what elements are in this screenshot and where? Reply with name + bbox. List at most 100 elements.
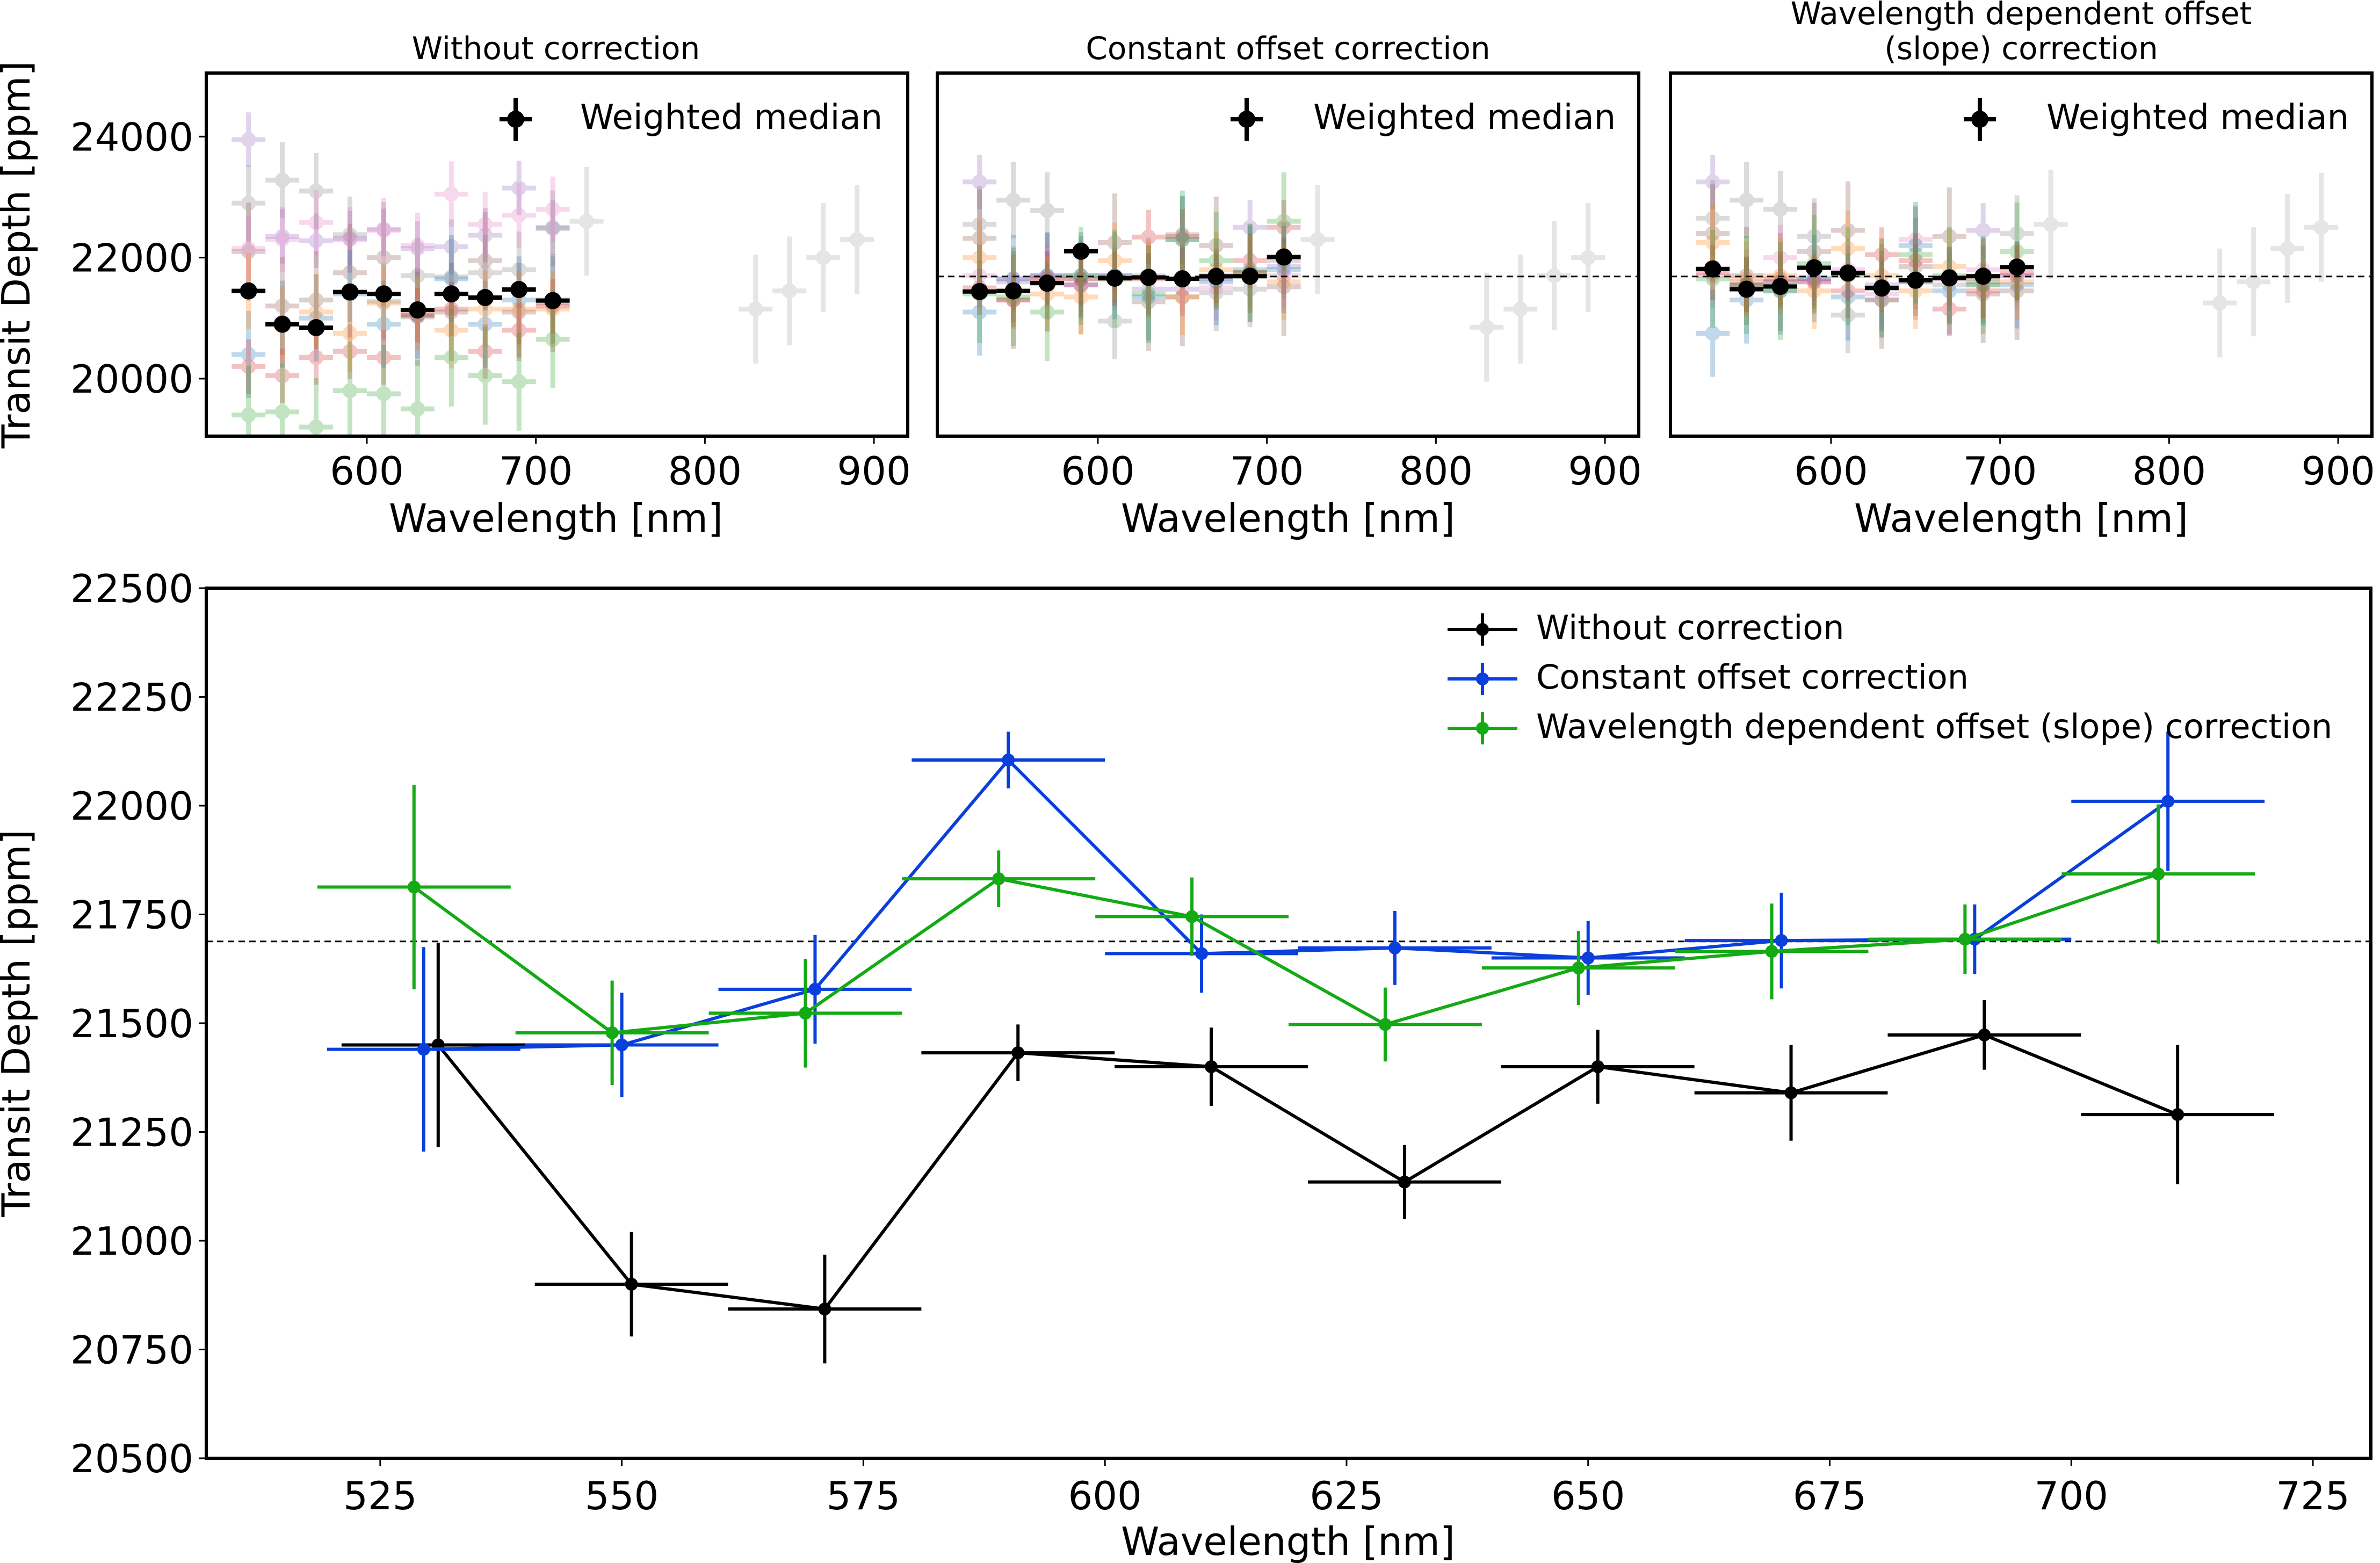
data-point	[1773, 201, 1788, 217]
individual-measurement	[2203, 248, 2237, 358]
series-wavelength-dependent-offset-slope-correction	[317, 785, 2255, 1086]
weighted-median-point	[366, 285, 401, 303]
weighted-median-point	[963, 283, 997, 300]
data-point	[409, 301, 426, 319]
individual-measurement	[366, 344, 401, 436]
individual-measurement	[1064, 258, 1098, 335]
panel-without-correction: Without correction 600 700 800 900 20000 2200…	[0, 30, 911, 541]
data-point-with-error	[718, 935, 912, 1044]
data-point	[1581, 951, 1595, 965]
x-tick-label: 900	[1568, 448, 1641, 494]
individual-measurement	[468, 324, 502, 379]
individual-measurement	[1064, 257, 1098, 313]
x-tick-label: 725	[2276, 1473, 2349, 1518]
individual-measurement	[1831, 277, 1865, 353]
data-point-with-error	[1868, 904, 2062, 974]
data-point	[478, 368, 493, 383]
individual-measurement	[1131, 209, 1166, 265]
data-point	[1107, 235, 1123, 250]
individual-measurement	[1831, 181, 1865, 280]
data-point	[1908, 231, 1923, 247]
data-point-with-error	[515, 980, 709, 1086]
data-point-with-error	[1481, 931, 1675, 1005]
weighted-median-point	[265, 315, 300, 333]
data-point	[972, 216, 987, 232]
data-point	[1005, 192, 1021, 208]
y-tick-label: 20750	[70, 1328, 193, 1373]
data-point	[1310, 231, 1326, 247]
data-point	[1976, 222, 1991, 238]
data-point	[808, 982, 822, 996]
legend-dot	[1238, 111, 1255, 128]
individual-measurement	[265, 363, 300, 436]
individual-measurement	[2000, 242, 2034, 340]
x-tick-label: 600	[1794, 448, 1868, 494]
data-point-with-error	[1289, 987, 1482, 1062]
weighted-median-point	[1165, 270, 1199, 288]
legend-label: Weighted median	[1313, 98, 1616, 138]
individual-measurement	[232, 339, 266, 394]
data-point	[1942, 229, 1957, 244]
x-axis-label: Wavelength [nm]	[1121, 496, 1455, 541]
x-tick-label: 900	[2301, 448, 2375, 494]
panel-title: Constant offset correction	[1086, 30, 1490, 67]
weighted-median-point	[1233, 267, 1267, 285]
data-point	[444, 186, 459, 202]
individual-measurement	[1199, 255, 1233, 331]
x-axis-label: Wavelength [nm]	[1121, 1519, 1455, 1563]
weighted-median-point	[1730, 280, 1764, 298]
data-point	[1572, 961, 1585, 975]
data-point	[1175, 289, 1190, 305]
weighted-median-point	[1966, 267, 2000, 285]
individual-measurement	[333, 196, 367, 273]
individual-measurement	[1233, 200, 1267, 255]
individual-measurement	[1932, 247, 1966, 335]
individual-measurement	[2270, 194, 2305, 303]
data-point	[1073, 271, 1089, 287]
data-point	[1175, 231, 1190, 247]
data-point	[1185, 910, 1199, 923]
individual-measurement	[434, 292, 468, 368]
data-point	[2009, 283, 2025, 299]
data-point	[1209, 238, 1224, 254]
data-point	[274, 172, 290, 188]
data-point	[1005, 271, 1021, 287]
data-point	[1004, 282, 1022, 300]
x-tick-label: 800	[1399, 448, 1473, 494]
weighted-median-point	[1267, 248, 1301, 266]
data-point	[1513, 301, 1528, 317]
individual-measurement	[1165, 209, 1199, 264]
data-point	[308, 183, 324, 199]
data-point	[1141, 289, 1156, 305]
data-point-with-error	[1501, 1030, 1695, 1104]
x-tick-label: 600	[1068, 1473, 1141, 1518]
weighted-median-point	[1064, 242, 1098, 260]
data-point	[510, 281, 528, 299]
individual-measurement	[502, 303, 536, 358]
data-point	[342, 383, 358, 399]
individual-measurement	[232, 366, 266, 436]
individual-measurement	[502, 263, 536, 361]
x-tick-label: 525	[343, 1473, 417, 1518]
data-point	[544, 292, 562, 309]
data-point	[1039, 202, 1055, 218]
x-tick-label: 700	[1230, 448, 1304, 494]
data-point-with-error	[1115, 1027, 1308, 1106]
data-point	[2246, 274, 2261, 290]
data-point	[1175, 229, 1190, 244]
data-point	[849, 231, 865, 247]
x-tick-label: 650	[1551, 1473, 1625, 1518]
x-tick-label: 550	[585, 1473, 659, 1518]
data-point	[478, 316, 493, 332]
individual-measurement	[1267, 200, 1301, 255]
axes-frame	[1669, 71, 2374, 438]
data-point	[748, 301, 763, 317]
legend: Weighted median	[500, 98, 882, 141]
plot-area	[232, 112, 874, 436]
data-point	[1207, 267, 1225, 285]
legend-dot	[1971, 111, 1988, 128]
data-point	[478, 227, 493, 243]
data-point-with-error	[921, 1024, 1115, 1081]
data-point	[444, 350, 459, 365]
